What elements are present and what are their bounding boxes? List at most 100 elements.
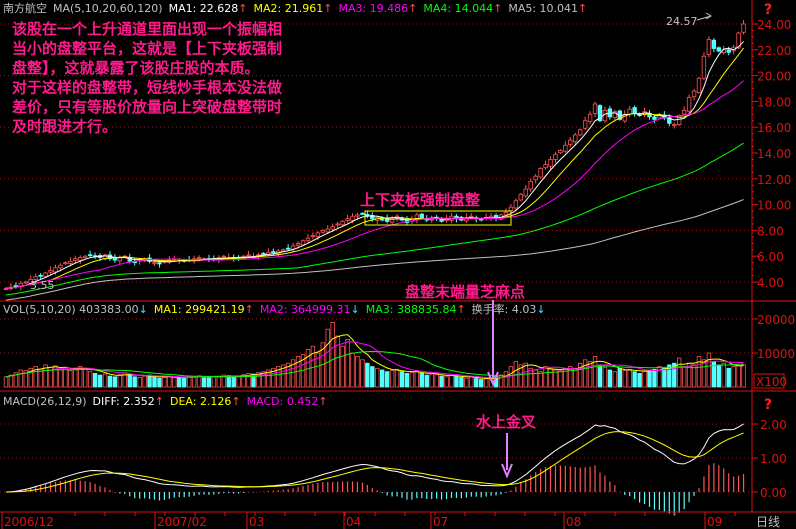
candle-down bbox=[370, 215, 375, 220]
header-item: VOL(5,10,20) 403383.00 bbox=[3, 303, 139, 316]
volume-bar-up bbox=[538, 371, 543, 388]
period-label[interactable]: 日线 bbox=[756, 515, 780, 529]
volume-bar-down bbox=[632, 371, 637, 388]
volume-bar-up bbox=[8, 374, 14, 388]
volume-bar-down bbox=[716, 364, 721, 388]
macd-header: MACD(26,12,9) DIFF: 2.352↑ DEA: 2.126↑ MACD… bbox=[3, 395, 328, 408]
candle-up bbox=[345, 218, 350, 221]
volume-bar-up bbox=[548, 367, 553, 388]
volume-bar-down bbox=[147, 374, 152, 388]
header-item: MA1: 22.628 bbox=[169, 2, 239, 15]
candle-up bbox=[63, 262, 68, 265]
candle-up bbox=[701, 55, 707, 79]
volume-bar-up bbox=[340, 345, 345, 388]
candle-up bbox=[568, 139, 573, 145]
annotation-line: 对于这样的盘整带，短线炒手根本没法做 bbox=[12, 79, 283, 97]
volume-bar-up bbox=[533, 369, 538, 388]
candle-up bbox=[736, 32, 741, 49]
ma20-line bbox=[5, 80, 744, 289]
candle-up bbox=[335, 223, 340, 226]
volume-bar-up bbox=[290, 359, 296, 388]
volume-bar-down bbox=[365, 362, 370, 388]
volume-bar-up bbox=[602, 366, 608, 388]
price-tick-label: 22.00 bbox=[757, 44, 791, 58]
volume-bar-up bbox=[345, 338, 350, 388]
arrow-down-icon: ↓ bbox=[139, 303, 148, 316]
macd-panel bbox=[5, 423, 745, 516]
candle-up bbox=[102, 254, 108, 260]
candle-up bbox=[330, 226, 335, 230]
volume-bar-down bbox=[617, 367, 622, 388]
volume-bar-down bbox=[181, 377, 187, 388]
volume-bar-down bbox=[112, 376, 118, 388]
volume-bar-down bbox=[157, 377, 162, 388]
volume-bar-up bbox=[582, 359, 588, 388]
volume-bar-up bbox=[449, 375, 454, 388]
header-item: 换手率: 4.03 bbox=[472, 302, 537, 316]
volume-bar-down bbox=[379, 369, 385, 388]
annotation-text-block: 该股在一个上升通道里面出现一个振幅相当小的盘整平台，这就是【上下夹板强制盘整】，… bbox=[12, 20, 283, 136]
candle-up bbox=[320, 229, 325, 233]
high-arrow-icon bbox=[696, 12, 712, 21]
price-header: 南方航空 MA(5,10,20,60,120) MA1: 22.628↑ MA2: 2… bbox=[3, 1, 587, 15]
volume-bar-up bbox=[246, 372, 251, 388]
help-icon[interactable]: ? bbox=[764, 2, 772, 18]
volume-bar-up bbox=[53, 365, 58, 388]
volume-bar-down bbox=[647, 369, 652, 388]
arrow-up-icon: ↑ bbox=[408, 2, 417, 15]
candle-up bbox=[305, 237, 311, 242]
volume-bar-up bbox=[43, 364, 48, 388]
candle-up bbox=[48, 269, 53, 273]
consolidation-box bbox=[364, 210, 512, 226]
annotation-line: 差价，只有等股价放量向上突破盘整带时 bbox=[12, 98, 282, 116]
high-price-label: 24.57 bbox=[666, 15, 698, 28]
volume-bar-down bbox=[474, 378, 479, 388]
header-item: MA2: 21.961 bbox=[254, 2, 324, 15]
header-item: MA4: 14.044 bbox=[423, 2, 493, 15]
volume-bar-down bbox=[607, 369, 613, 388]
candle-down bbox=[87, 254, 93, 257]
volume-bar-up bbox=[350, 352, 355, 388]
volume-bar-down bbox=[107, 375, 113, 388]
volume-bar-down bbox=[92, 372, 98, 388]
candle-up bbox=[578, 129, 583, 136]
volume-bar-down bbox=[152, 376, 157, 388]
price-tick-label: 10.00 bbox=[757, 199, 791, 213]
candle-up bbox=[350, 215, 355, 221]
volume-note-arrow bbox=[487, 300, 499, 387]
ma60-line bbox=[5, 142, 744, 296]
volume-bar-up bbox=[28, 367, 33, 388]
candle-up bbox=[582, 120, 588, 129]
volume-bar-up bbox=[315, 352, 321, 388]
volume-bar-up bbox=[657, 366, 662, 388]
candle-up bbox=[528, 180, 533, 190]
volume-tick-label: 20000 bbox=[757, 313, 795, 327]
volume-bar-up bbox=[285, 362, 291, 388]
dea-line bbox=[5, 431, 744, 493]
macd-tick-label: 2.00 bbox=[760, 418, 787, 432]
volume-bar-down bbox=[231, 376, 236, 388]
vol-unit-label: X100 bbox=[756, 375, 787, 389]
help-icon[interactable]: ? bbox=[764, 397, 772, 413]
candle-down bbox=[271, 251, 276, 253]
price-tick-label: 24.00 bbox=[757, 18, 791, 32]
volume-bar-down bbox=[384, 371, 390, 388]
candle-up bbox=[469, 215, 474, 218]
arrow-up-icon: ↑ bbox=[238, 2, 247, 15]
volume-bar-up bbox=[741, 364, 746, 388]
volume-bar-up bbox=[736, 365, 741, 388]
ma5-line bbox=[5, 40, 744, 289]
volume-bar-down bbox=[637, 372, 642, 388]
header-item: DIFF: 2.352 bbox=[93, 395, 155, 408]
candle-up bbox=[83, 255, 88, 258]
date-tick-label: 2006/12 bbox=[4, 515, 54, 529]
volume-bar-up bbox=[38, 368, 43, 388]
candle-down bbox=[285, 247, 291, 250]
volume-bar-up bbox=[523, 362, 528, 388]
date-tick-label: 04 bbox=[346, 515, 361, 529]
price-tick-label: 8.00 bbox=[757, 224, 784, 238]
volume-bar-up bbox=[503, 371, 509, 388]
volume-bar-up bbox=[706, 352, 712, 388]
macd-note-arrow bbox=[501, 433, 513, 479]
